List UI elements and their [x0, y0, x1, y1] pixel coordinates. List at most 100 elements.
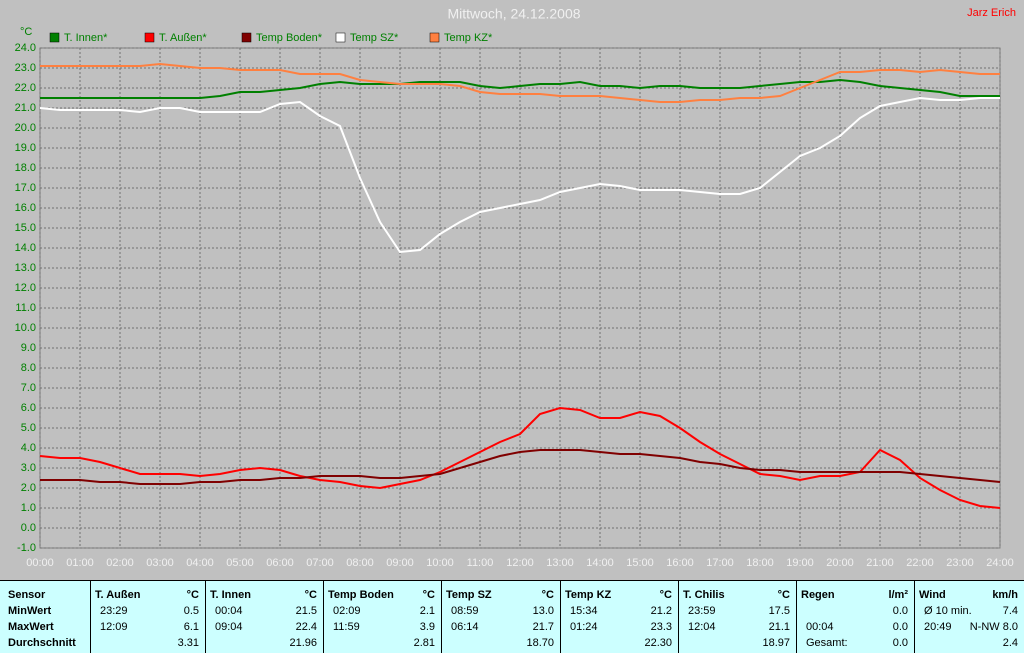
y-tick-label: 9.0: [21, 342, 36, 354]
legend-swatch: [241, 32, 252, 43]
y-tick-label: 13.0: [15, 262, 36, 274]
column-unit: l/m²: [888, 589, 908, 601]
column-header: Temp SZ: [446, 589, 492, 601]
x-tick-label: 24:00: [986, 557, 1014, 569]
x-tick-label: 03:00: [146, 557, 174, 569]
y-tick-label: 14.0: [15, 242, 36, 254]
cell-value: 18.97: [762, 637, 790, 649]
cell-time: 06:14: [451, 621, 479, 633]
cell-value: 21.96: [289, 637, 317, 649]
series-line: [39, 96, 1000, 254]
row-label: MaxWert: [8, 621, 54, 633]
y-tick-label: 19.0: [15, 142, 36, 154]
author: Jarz Erich: [967, 7, 1016, 19]
chart: Mittwoch, 24.12.2008 Jarz Erich °C 24.0 2…: [15, 6, 1016, 569]
cell-value: 21.1: [768, 621, 790, 633]
legend-swatch: [429, 32, 440, 43]
column-unit: °C: [659, 589, 672, 601]
cell-time: 12:09: [100, 621, 128, 633]
cell-value: 23.3: [650, 621, 672, 633]
y-tick-label: 4.0: [21, 442, 36, 454]
column-header: Temp Boden: [328, 589, 394, 601]
column-header: T. Chilis: [683, 589, 725, 601]
y-tick-label: 21.0: [15, 102, 36, 114]
y-tick-label: 5.0: [21, 422, 36, 434]
x-tick-label: 16:00: [666, 557, 694, 569]
y-tick-label: 2.0: [21, 482, 36, 494]
x-tick-label: 17:00: [706, 557, 734, 569]
cell-time: Gesamt:: [806, 637, 848, 649]
column-separator: [441, 581, 442, 653]
y-tick-label: 11.0: [15, 302, 36, 314]
x-tick-label: 07:00: [306, 557, 334, 569]
y-axis-label: °C: [20, 26, 32, 38]
y-tick-label: 3.0: [21, 462, 36, 474]
cell-value: N-NW 8.0: [969, 621, 1018, 633]
x-tick-label: 14:00: [586, 557, 614, 569]
column-header: Wind: [919, 589, 946, 601]
x-tick-label: 18:00: [746, 557, 774, 569]
y-tick-label: 15.0: [15, 222, 36, 234]
column-separator: [796, 581, 797, 653]
column-separator: [914, 581, 915, 653]
cell-time: 08:59: [451, 605, 479, 617]
cell-time: 01:24: [570, 621, 598, 633]
cell-value: 2.81: [413, 637, 435, 649]
cell-time: 20:49: [924, 621, 952, 633]
x-tick-label: 13:00: [546, 557, 574, 569]
series-line: [40, 78, 1000, 99]
cell-time: 09:04: [215, 621, 243, 633]
cell-value: 22.4: [295, 621, 317, 633]
legend-label: T. Innen*: [64, 32, 108, 44]
column-unit: °C: [541, 589, 554, 601]
x-tick-label: 11:00: [467, 557, 494, 569]
y-tick-label: 6.0: [21, 402, 36, 414]
cell-value: 18.70: [526, 637, 554, 649]
legend-swatch: [335, 32, 346, 43]
cell-value: 2.1: [419, 605, 435, 617]
x-tick-label: 08:00: [346, 557, 374, 569]
column-unit: °C: [777, 589, 790, 601]
cell-time: 23:59: [688, 605, 716, 617]
y-tick-label: 7.0: [21, 382, 36, 394]
x-tick-label: 02:00: [106, 557, 134, 569]
y-tick-label: 1.0: [21, 502, 36, 514]
y-tick-label: 12.0: [15, 282, 36, 294]
x-tick-label: 09:00: [386, 557, 414, 569]
y-tick-label: -1.0: [17, 542, 36, 554]
cell-value: 17.5: [768, 605, 790, 617]
column-separator: [323, 581, 324, 653]
row-label: MinWert: [8, 605, 52, 617]
x-tick-label: 01:00: [66, 557, 94, 569]
y-tick-label: 8.0: [21, 362, 36, 374]
x-tick-label: 19:00: [786, 557, 814, 569]
cell-value: 6.1: [183, 621, 199, 633]
legend-label: Temp KZ*: [444, 32, 493, 44]
cell-value: 7.4: [1002, 605, 1018, 617]
x-tick-label: 10:00: [426, 557, 454, 569]
cell-time: 23:29: [100, 605, 128, 617]
cell-value: 3.9: [419, 621, 435, 633]
column-unit: °C: [304, 589, 317, 601]
y-tick-label: 22.0: [15, 82, 36, 94]
cell-value: 21.5: [295, 605, 317, 617]
column-header: Regen: [801, 589, 835, 601]
x-tick-label: 23:00: [946, 557, 974, 569]
cell-value: 2.4: [1002, 637, 1018, 649]
legend-label: T. Außen*: [159, 32, 207, 44]
x-tick-label: 06:00: [266, 557, 294, 569]
cell-value: 21.2: [650, 605, 672, 617]
x-tick-label: 12:00: [506, 557, 534, 569]
cell-value: 0.0: [892, 637, 908, 649]
column-unit: km/h: [992, 589, 1018, 601]
cell-time: 11:59: [333, 621, 360, 633]
legend-label: Temp Boden*: [256, 32, 323, 44]
y-tick-label: 10.0: [15, 322, 36, 334]
column-unit: °C: [186, 589, 199, 601]
cell-value: 22.30: [644, 637, 672, 649]
cell-time: 12:04: [688, 621, 716, 633]
y-tick-label: 24.0: [15, 42, 36, 54]
cell-value: 0.5: [183, 605, 199, 617]
cell-value: 13.0: [532, 605, 554, 617]
